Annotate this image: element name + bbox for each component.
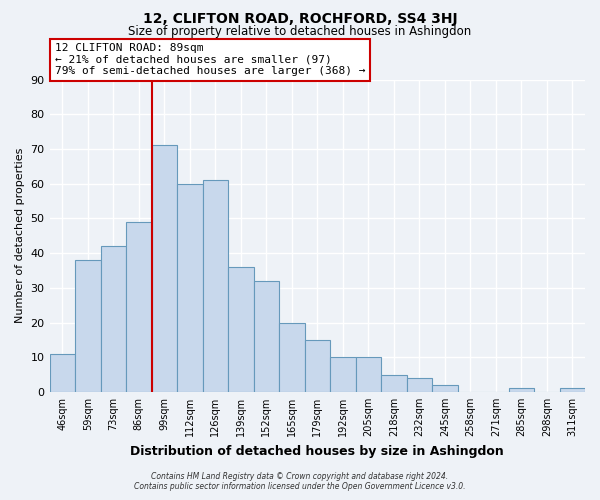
Text: Contains HM Land Registry data © Crown copyright and database right 2024.
Contai: Contains HM Land Registry data © Crown c… <box>134 472 466 491</box>
X-axis label: Distribution of detached houses by size in Ashingdon: Distribution of detached houses by size … <box>130 444 504 458</box>
Text: 12 CLIFTON ROAD: 89sqm
← 21% of detached houses are smaller (97)
79% of semi-det: 12 CLIFTON ROAD: 89sqm ← 21% of detached… <box>55 43 365 76</box>
Bar <box>254 281 279 392</box>
Y-axis label: Number of detached properties: Number of detached properties <box>15 148 25 324</box>
Bar <box>407 378 432 392</box>
Bar <box>50 354 75 392</box>
Bar <box>126 222 152 392</box>
Bar <box>432 385 458 392</box>
Text: Size of property relative to detached houses in Ashingdon: Size of property relative to detached ho… <box>128 25 472 38</box>
Bar <box>203 180 228 392</box>
Bar <box>152 146 177 392</box>
Bar <box>381 374 407 392</box>
Bar <box>177 184 203 392</box>
Bar <box>75 260 101 392</box>
Bar <box>356 357 381 392</box>
Bar <box>228 267 254 392</box>
Bar <box>560 388 585 392</box>
Bar <box>279 322 305 392</box>
Bar <box>101 246 126 392</box>
Bar <box>509 388 534 392</box>
Bar <box>305 340 330 392</box>
Bar <box>330 357 356 392</box>
Text: 12, CLIFTON ROAD, ROCHFORD, SS4 3HJ: 12, CLIFTON ROAD, ROCHFORD, SS4 3HJ <box>143 12 457 26</box>
